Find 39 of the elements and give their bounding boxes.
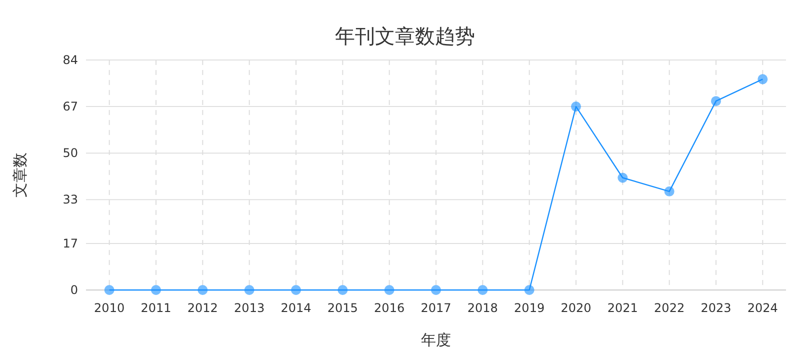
x-tick-label: 2015: [327, 301, 358, 315]
point: [198, 285, 208, 295]
y-axis-title: 文章数: [11, 152, 29, 198]
x-axis-title: 年度: [421, 331, 451, 349]
point: [571, 102, 581, 112]
x-tick-label: 2020: [560, 301, 592, 315]
point: [524, 285, 534, 295]
point: [244, 285, 254, 295]
y-tick-label: 17: [62, 236, 78, 250]
y-tick-label: 50: [62, 146, 78, 160]
x-tick-label: 2013: [234, 301, 265, 315]
x-tick-label: 2023: [700, 301, 732, 315]
x-tick-label: 2019: [514, 301, 545, 315]
point: [711, 96, 721, 106]
y-tick-label: 84: [62, 53, 78, 67]
x-tick-label: 2016: [374, 301, 405, 315]
y-tick-label: 33: [62, 192, 78, 207]
x-tick-label: 2018: [467, 301, 498, 315]
point: [431, 285, 441, 295]
point: [664, 186, 674, 196]
x-tick-label: 2024: [747, 301, 778, 315]
x-tick-label: 2017: [420, 301, 452, 315]
point: [338, 285, 348, 295]
point: [384, 285, 394, 295]
point: [478, 285, 488, 295]
point: [758, 74, 768, 84]
x-tick-label: 2012: [187, 301, 218, 315]
point: [618, 172, 628, 183]
x-tick-label: 2022: [654, 301, 685, 315]
point: [151, 285, 161, 295]
point: [104, 285, 114, 295]
x-tick-label: 2011: [140, 301, 172, 315]
x-tick-label: 2014: [280, 301, 312, 315]
x-tick-label: 2010: [94, 301, 125, 315]
point: [291, 285, 301, 295]
y-tick-label: 67: [62, 100, 78, 114]
y-tick-label: 0: [70, 283, 78, 297]
chart-title: 年刊文章数趋势: [335, 24, 475, 48]
x-tick-label: 2021: [607, 301, 638, 315]
